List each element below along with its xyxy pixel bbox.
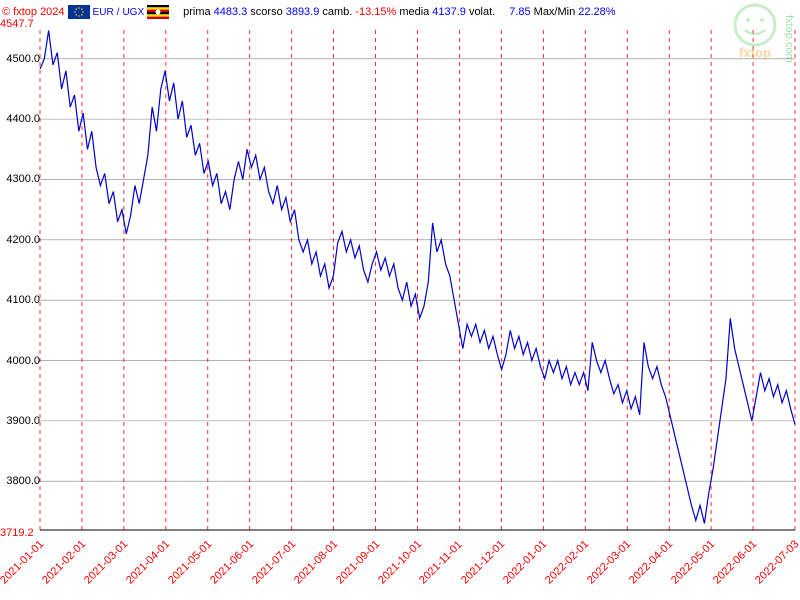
currency-from: EUR — [93, 7, 114, 18]
watermark-text: fxtop.com — [783, 15, 795, 63]
scorso-value: 3893.9 — [286, 6, 320, 18]
maxmin-value: 22.28% — [578, 6, 615, 18]
camb-value: -13.15% — [355, 6, 396, 18]
copyright: © fxtop 2024 — [2, 6, 65, 18]
currency-to: UGX — [122, 7, 144, 18]
line-chart — [0, 0, 800, 600]
maxmin-label: Max/Min — [534, 6, 576, 18]
uganda-flag-icon — [147, 5, 169, 19]
camb-label: camb. — [322, 6, 352, 18]
chart-header: © fxtop 2024 EUR / UGX prima 4483.3 scor… — [0, 2, 800, 22]
media-label: media — [399, 6, 429, 18]
svg-text:fxtop: fxtop — [739, 45, 771, 60]
eu-flag-icon — [68, 5, 90, 19]
scorso-label: scorso — [250, 6, 282, 18]
currency-separator: / — [117, 7, 120, 18]
volat-value: 7.85 — [509, 6, 530, 18]
prima-label: prima — [183, 6, 211, 18]
volat-label: volat. — [469, 6, 495, 18]
prima-value: 4483.3 — [214, 6, 248, 18]
media-value: 4137.9 — [432, 6, 466, 18]
